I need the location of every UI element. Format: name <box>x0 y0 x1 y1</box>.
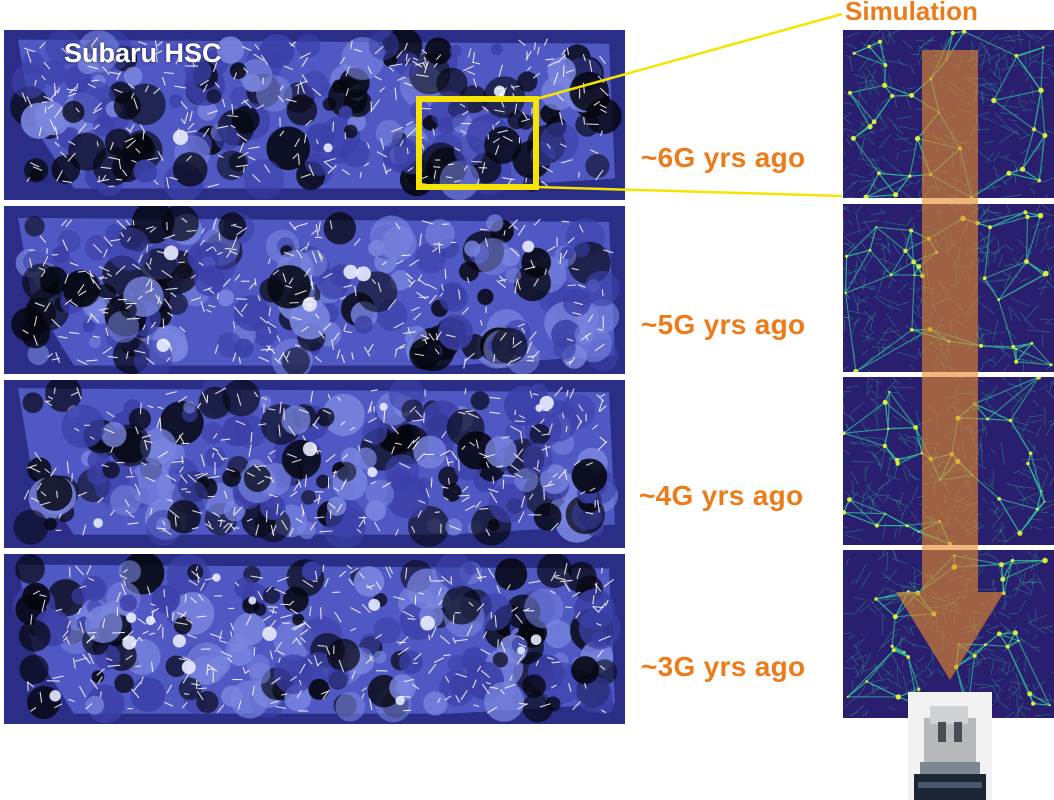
hsc-mass-map-4g <box>4 380 625 548</box>
age-label-5g: ~5G yrs ago <box>641 309 806 340</box>
simulation-panel-6g <box>843 30 1054 198</box>
simulation-web-5g <box>843 204 1054 372</box>
subaru-hsc-label: Subaru HSC <box>64 38 222 68</box>
age-label-6g: ~6G yrs ago <box>641 142 806 173</box>
age-label-3g: ~3G yrs ago <box>641 651 806 682</box>
simulation-title: Simulation <box>845 0 978 26</box>
hsc-map-panel-3g <box>4 554 625 724</box>
hsc-map-panel-4g <box>4 380 625 548</box>
age-label-4g: ~4G yrs ago <box>639 480 804 511</box>
hsc-mass-map-3g <box>4 554 625 724</box>
simulation-panel-4g <box>843 377 1054 545</box>
simulation-panel-5g <box>843 204 1054 372</box>
hsc-map-panel-5g <box>4 206 625 374</box>
telescope-icon <box>908 692 992 800</box>
simulation-web-4g <box>843 377 1054 545</box>
hsc-mass-map-5g <box>4 206 625 374</box>
simulation-web-6g <box>843 30 1054 198</box>
